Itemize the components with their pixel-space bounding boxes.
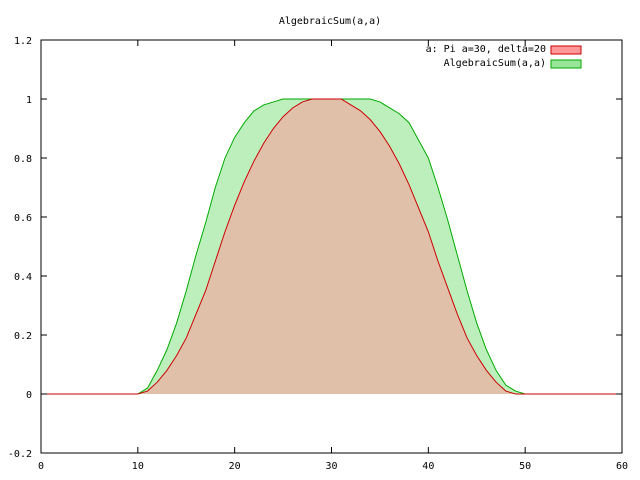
y-axis: -0.2 0 0.2 0.4 0.6 0.8 1 1.2	[8, 36, 622, 460]
legend-label-algebraic-sum: AlgebraicSum(a,a)	[444, 58, 546, 69]
y-tick-label: 0.2	[14, 331, 32, 342]
y-tick-label: 1.2	[14, 36, 32, 47]
x-axis: 0 10 20 30 40 50 60	[38, 40, 628, 472]
legend: a: Pi a=30, delta=20 AlgebraicSum(a,a)	[426, 44, 582, 69]
series-line-a	[41, 98, 622, 395]
series-area-a	[41, 99, 622, 394]
legend-swatch-algebraic-sum	[550, 59, 582, 69]
chart-title: AlgebraicSum(a,a)	[279, 16, 381, 27]
y-tick-label: 1	[26, 95, 32, 106]
y-tick-label: -0.2	[8, 449, 32, 460]
x-tick-label: 50	[519, 461, 531, 472]
y-tick-label: 0.4	[14, 272, 32, 283]
x-tick-label: 40	[422, 461, 434, 472]
series-layer	[41, 98, 622, 395]
x-tick-label: 20	[229, 461, 241, 472]
y-tick-label: 0	[26, 390, 32, 401]
legend-label-a: a: Pi a=30, delta=20	[426, 44, 546, 55]
x-tick-label: 60	[616, 461, 628, 472]
x-tick-label: 30	[325, 461, 337, 472]
y-tick-label: 0.6	[14, 213, 32, 224]
x-tick-label: 10	[132, 461, 144, 472]
x-tick-label: 0	[38, 461, 44, 472]
y-tick-label: 0.8	[14, 154, 32, 165]
legend-swatch-a	[550, 45, 582, 55]
